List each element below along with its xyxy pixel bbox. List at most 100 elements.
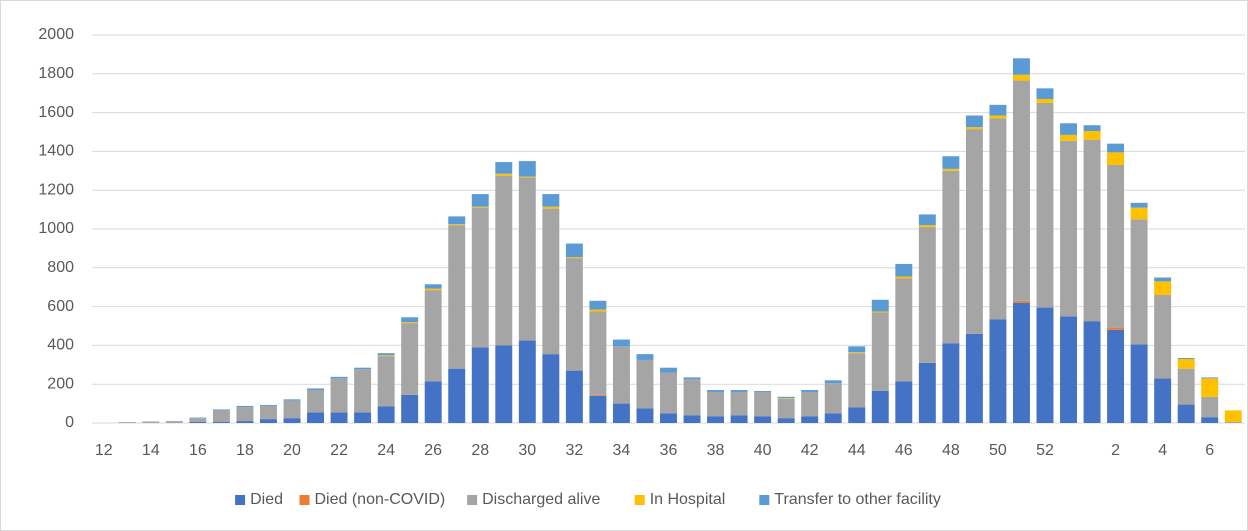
bar-segment bbox=[589, 395, 607, 423]
bar-segment bbox=[260, 405, 277, 420]
legend-label: Transfer to other facility bbox=[774, 491, 941, 508]
bar-segment bbox=[212, 410, 230, 423]
bar-segment bbox=[895, 263, 913, 277]
bar-segment bbox=[1154, 294, 1172, 379]
bar-segment bbox=[283, 418, 301, 423]
bar-segment bbox=[636, 408, 654, 423]
bar-segment bbox=[189, 422, 207, 423]
bar-segment bbox=[824, 383, 842, 414]
bar-segment bbox=[918, 225, 936, 228]
bar-segment bbox=[1083, 139, 1101, 322]
x-tick-label: 36 bbox=[660, 442, 678, 459]
bar-segment bbox=[448, 368, 466, 423]
bar-segment bbox=[165, 421, 183, 423]
bar-segment bbox=[1060, 123, 1077, 135]
bar-segment bbox=[471, 207, 489, 348]
bar-segment bbox=[189, 418, 207, 423]
bar-segment bbox=[212, 422, 230, 423]
legend-swatch bbox=[634, 495, 645, 505]
bar-segment bbox=[589, 309, 607, 312]
bar-segment bbox=[1012, 58, 1030, 75]
legend-label: Died bbox=[250, 491, 283, 508]
bar-segment bbox=[1012, 302, 1030, 423]
x-tick-label: 12 bbox=[95, 442, 113, 459]
bar-segment bbox=[965, 129, 983, 334]
x-tick-label: 34 bbox=[613, 442, 631, 459]
bar-segment bbox=[965, 115, 983, 128]
bar-segment bbox=[495, 345, 513, 423]
bar-segment bbox=[871, 299, 889, 312]
bar-segment bbox=[307, 390, 325, 413]
y-tick-label: 1400 bbox=[38, 143, 74, 160]
bar-segment bbox=[1154, 378, 1172, 423]
x-tick-label: 38 bbox=[707, 442, 725, 459]
y-tick-label: 200 bbox=[47, 375, 74, 392]
bar-segment bbox=[1036, 99, 1054, 103]
bar-segment bbox=[965, 127, 983, 130]
bar-segment bbox=[1201, 378, 1219, 397]
bar-segment bbox=[1036, 307, 1054, 423]
legend-label: Died (non-COVID) bbox=[315, 491, 446, 508]
x-tick-label: 24 bbox=[377, 442, 395, 459]
bar-segment bbox=[260, 419, 277, 423]
bar-segment bbox=[942, 168, 960, 171]
bar-segment bbox=[801, 390, 819, 392]
bar-segment bbox=[730, 390, 748, 392]
x-tick-label: 48 bbox=[942, 442, 960, 459]
bar-segment bbox=[542, 194, 560, 207]
bar-segment bbox=[965, 333, 983, 423]
bar-segment bbox=[401, 322, 419, 324]
y-tick-label: 1200 bbox=[38, 181, 74, 198]
y-tick-label: 0 bbox=[65, 414, 74, 431]
bar-segment bbox=[1036, 88, 1054, 100]
x-tick-label: 20 bbox=[283, 442, 301, 459]
bar-segment bbox=[518, 161, 536, 177]
bar-segment bbox=[824, 380, 842, 384]
bar-segment bbox=[1154, 281, 1172, 295]
legend-label: Discharged alive bbox=[482, 491, 600, 508]
bar-segment bbox=[354, 412, 372, 423]
y-tick-label: 800 bbox=[47, 259, 74, 276]
bar-segment bbox=[565, 257, 583, 259]
x-tick-label: 32 bbox=[565, 442, 583, 459]
bar-segment bbox=[1107, 143, 1125, 153]
bar-segment bbox=[1177, 358, 1195, 369]
bar-segment bbox=[612, 346, 630, 404]
bar-segment bbox=[377, 406, 395, 423]
x-tick-label: 16 bbox=[189, 442, 207, 459]
bar-segment bbox=[1060, 316, 1077, 423]
bar-segment bbox=[1083, 125, 1101, 132]
bar-segment bbox=[660, 367, 677, 373]
bar-segment bbox=[471, 206, 489, 208]
bar-segment bbox=[1201, 417, 1219, 423]
x-tick-label: 22 bbox=[330, 442, 348, 459]
bar-segment bbox=[1224, 422, 1242, 423]
bar-segment bbox=[424, 381, 442, 423]
bar-segment bbox=[895, 278, 913, 382]
legend-label: In Hospital bbox=[650, 491, 726, 508]
bar-segment bbox=[848, 346, 866, 353]
bar-segment bbox=[448, 216, 466, 225]
bar-segment bbox=[660, 413, 677, 423]
bar-segment bbox=[565, 258, 583, 371]
bar-segment bbox=[1130, 344, 1148, 423]
bar-segment bbox=[260, 404, 277, 406]
bar-segment bbox=[518, 177, 536, 341]
bar-segment bbox=[307, 388, 325, 391]
bar-segment bbox=[777, 396, 795, 399]
bar-segment bbox=[1060, 134, 1077, 141]
bar-segment bbox=[354, 369, 372, 413]
bar-segment bbox=[354, 367, 372, 370]
bar-segment bbox=[1177, 404, 1195, 423]
bar-segment bbox=[942, 170, 960, 344]
bar-segment bbox=[448, 225, 466, 369]
bar-segment bbox=[848, 353, 866, 408]
bar-segment bbox=[1012, 80, 1030, 301]
bar-segment bbox=[542, 354, 560, 423]
bar-segment bbox=[777, 418, 795, 423]
bar-segment bbox=[565, 243, 583, 258]
bar-segment bbox=[1130, 219, 1148, 345]
bar-segment bbox=[471, 347, 489, 423]
bar-segment bbox=[330, 376, 348, 379]
bar-segment bbox=[895, 381, 913, 423]
